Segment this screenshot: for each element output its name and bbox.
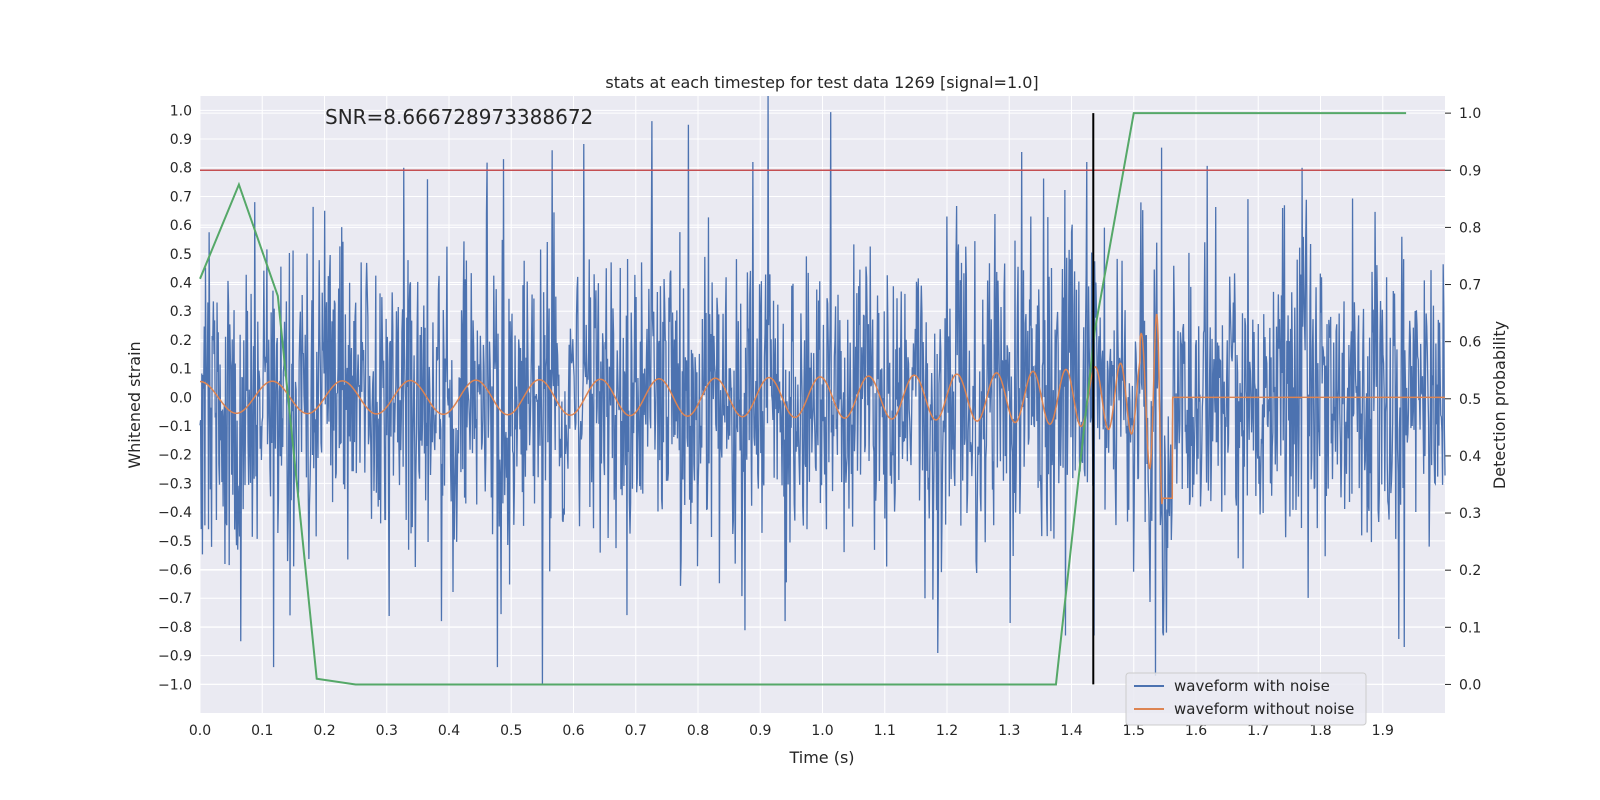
- snr-annotation: SNR=8.666728973388672: [325, 105, 593, 129]
- y-tick-label: 0.4: [170, 276, 192, 292]
- x-tick-label: 0.3: [376, 723, 398, 739]
- y-tick-label: −0.2: [158, 448, 192, 464]
- y-tick-label: −0.7: [158, 591, 192, 607]
- y-tick-label: 0.6: [170, 218, 192, 234]
- overlay-layer: [200, 113, 1445, 685]
- x-tick-label: 1.5: [1123, 723, 1145, 739]
- y-tick-label: 0.7: [170, 189, 192, 205]
- y-tick-label: −0.3: [158, 476, 192, 492]
- y2-tick-label: 0.6: [1459, 335, 1481, 351]
- series-detection-probability: [199, 112, 1407, 686]
- x-tick-label: 1.6: [1185, 723, 1207, 739]
- x-tick-label: 0.1: [251, 723, 273, 739]
- y-tick-label: −0.1: [158, 419, 192, 435]
- y-tick-label: −0.4: [158, 505, 192, 521]
- y-tick-label: 0.2: [170, 333, 192, 349]
- y2-tick-label: 0.5: [1459, 392, 1481, 408]
- x-tick-label: 1.3: [998, 723, 1020, 739]
- legend-label-clean: waveform without noise: [1174, 700, 1354, 718]
- chart-title: stats at each timestep for test data 126…: [605, 73, 1038, 92]
- x-tick-label: 0.9: [749, 723, 771, 739]
- legend-box: [1125, 672, 1367, 726]
- y2-tick-label: 0.9: [1459, 163, 1481, 179]
- y-tick-label: 0.8: [170, 161, 192, 177]
- x-tick-label: 0.8: [687, 723, 709, 739]
- y2-ticks: 0.0 0.1 0.2 0.3 0.4 0.5 0.6 0.7 0.8 0.9 1.0: [1445, 106, 1481, 693]
- y-tick-label: 0.5: [170, 247, 192, 263]
- x-tick-label: 0.6: [562, 723, 584, 739]
- y2-tick-label: 1.0: [1459, 106, 1481, 122]
- x-tick-label: 1.2: [936, 723, 958, 739]
- y-tick-label: −0.9: [158, 649, 192, 665]
- y-axis-label: Whitened strain: [125, 341, 144, 468]
- x-axis-label: Time (s): [788, 748, 854, 767]
- y-tick-label: 0.1: [170, 362, 192, 378]
- y-tick-label: −0.5: [158, 534, 192, 550]
- x-tick-label: 0.2: [313, 723, 335, 739]
- x-tick-label: 0.4: [438, 723, 460, 739]
- x-tick-label: 1.7: [1247, 723, 1269, 739]
- y-tick-label: 0.9: [170, 132, 192, 148]
- x-ticks: 0.0 0.1 0.2 0.3 0.4 0.5 0.6 0.7 0.8 0.9 1.0 1.1 1.2 1…: [189, 723, 1394, 739]
- x-tick-label: 0.5: [500, 723, 522, 739]
- series-waveform-with-noise: [199, 95, 1446, 685]
- y-tick-label: −1.0: [158, 677, 192, 693]
- legend-label-noise: waveform with noise: [1174, 677, 1330, 695]
- y-tick-label: 0.3: [170, 304, 192, 320]
- x-tick-label: 0.7: [625, 723, 647, 739]
- y2-tick-label: 0.0: [1459, 677, 1481, 693]
- x-tick-label: 0.0: [189, 723, 211, 739]
- y-tick-label: 0.0: [170, 390, 192, 406]
- y2-tick-label: 0.3: [1459, 506, 1481, 522]
- y2-tick-label: 0.8: [1459, 220, 1481, 236]
- y2-tick-label: 0.2: [1459, 563, 1481, 579]
- x-tick-label: 1.0: [811, 723, 833, 739]
- y-tick-label: −0.8: [158, 620, 192, 636]
- x-tick-label: 1.8: [1309, 723, 1331, 739]
- x-tick-label: 1.1: [874, 723, 896, 739]
- x-tick-label: 1.4: [1060, 723, 1082, 739]
- series-layer: [199, 95, 1446, 686]
- y-ticks: −1.0 −0.9 −0.8 −0.7 −0.6 −0.5 −0.4 −0.3 −0.2 −0.1…: [158, 103, 192, 693]
- series-waveform-without-noise: [199, 313, 1445, 505]
- y-tick-label: 1.0: [170, 103, 192, 119]
- y2-axis-label: Detection probability: [1490, 321, 1509, 489]
- x-tick-label: 1.9: [1372, 723, 1394, 739]
- y2-tick-label: 0.1: [1459, 620, 1481, 636]
- y-tick-label: −0.6: [158, 563, 192, 579]
- y2-tick-label: 0.4: [1459, 449, 1481, 465]
- legend: waveform with noise waveform without noi…: [1125, 672, 1367, 726]
- y2-tick-label: 0.7: [1459, 278, 1481, 294]
